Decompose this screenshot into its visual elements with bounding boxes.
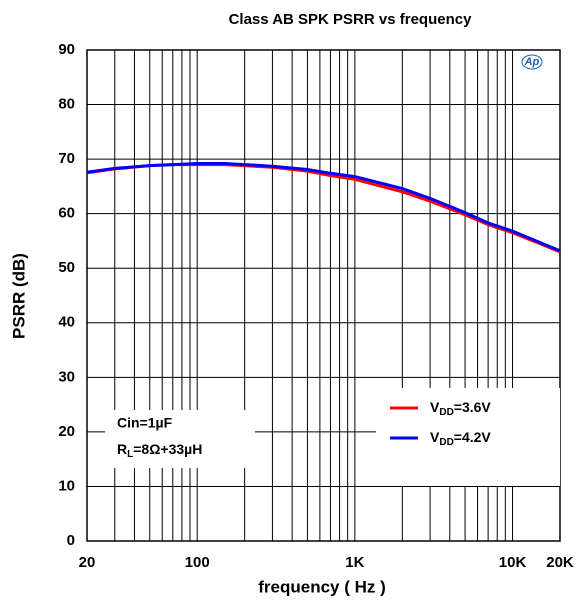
annotation-box [105, 410, 255, 468]
text-part: =3.6V [454, 399, 492, 415]
annotation: RL=8Ω+33µH [117, 441, 202, 460]
y-tick-label: 90 [58, 41, 75, 58]
annotation: Cin=1µF [117, 415, 173, 431]
y-tick-label: 0 [67, 532, 75, 549]
text-part: R [117, 441, 127, 457]
x-tick-label: 100 [185, 554, 210, 571]
y-tick-label: 10 [58, 477, 75, 494]
subscript: DD [439, 437, 453, 448]
y-axis-label: PSRR (dB) [9, 253, 28, 339]
subscript: L [127, 449, 133, 460]
legend-label: VDD=4.2V [430, 429, 491, 448]
x-axis-label: frequency ( Hz ) [258, 577, 386, 596]
subscript: DD [439, 407, 453, 418]
text-part: =4.2V [454, 429, 492, 445]
text-part: V [430, 429, 440, 445]
y-tick-label: 80 [58, 96, 75, 113]
y-tick-label: 70 [58, 150, 75, 167]
series-line [86, 163, 561, 254]
logo-ring [521, 54, 543, 70]
legend-label: VDD=3.6V [430, 399, 491, 418]
y-tick-label: 60 [58, 205, 75, 222]
x-tick-label: 10K [499, 554, 527, 571]
y-tick-label: 50 [58, 259, 75, 276]
text-part: =8Ω+33µH [133, 441, 202, 457]
logo: Ap [524, 56, 540, 68]
text-part: V [430, 399, 440, 415]
x-tick-label: 1K [345, 554, 364, 571]
plot-frame [86, 49, 561, 542]
x-tick-label: 20K [546, 554, 574, 571]
chart-title: Class AB SPK PSRR vs frequency [229, 11, 473, 28]
series-line [86, 161, 561, 253]
y-tick-label: 30 [58, 368, 75, 385]
x-tick-label: 20 [79, 554, 96, 571]
y-tick-label: 40 [58, 314, 75, 331]
y-tick-label: 20 [58, 423, 75, 440]
